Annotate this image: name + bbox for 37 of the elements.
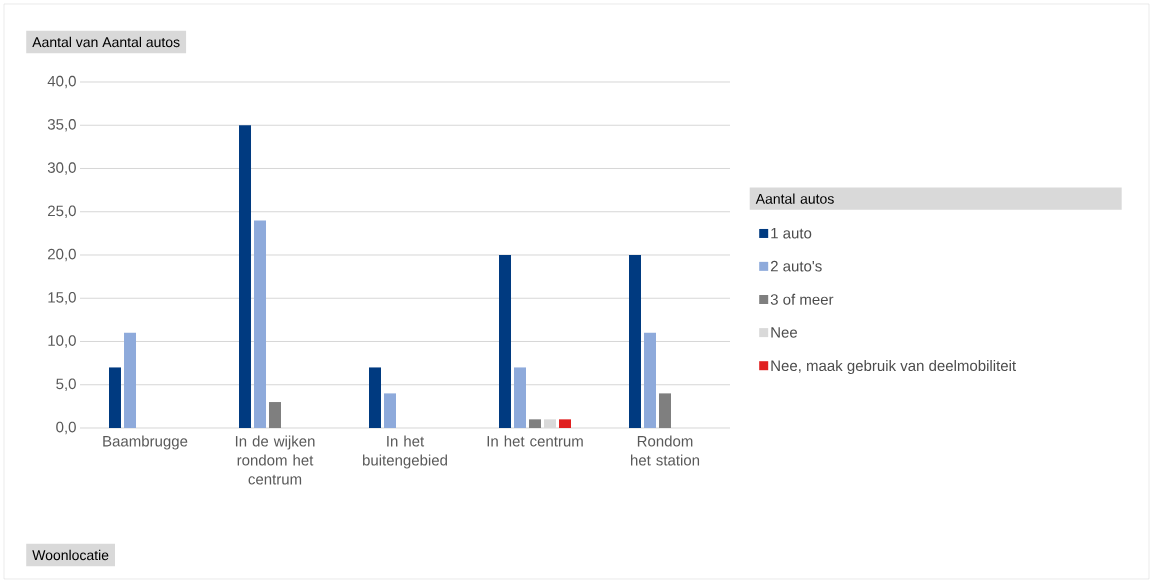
x-tick-label: In de wijken rondom het centrum [235,435,315,485]
x-tick-label: Baambrugge [103,435,188,450]
bar [109,367,122,428]
bar [659,393,671,428]
y-tick-label: 10,0 [48,335,76,348]
bar [124,332,137,428]
bar [269,402,282,428]
bar [384,393,397,428]
bar [544,419,556,428]
legend-label: 3 of meer [770,293,834,305]
y-tick-label: 0,0 [56,421,76,435]
legend-label: Nee [771,327,798,338]
legend-label: 1 auto [771,228,812,239]
y-tick-label: 25,0 [48,205,76,218]
legend-label: 2 auto's [770,260,822,272]
bar [644,332,656,428]
x-axis-title: Woonlocatie [32,549,109,561]
x-tick-label: Rondom het station [631,435,700,466]
y-tick-label: 30,0 [47,162,76,175]
chart-title: Aantal van Aantal autos [32,36,180,48]
y-tick-label: 5,0 [56,378,76,391]
x-tick-label: In het centrum [487,435,583,447]
y-tick-label: 35,0 [47,119,76,132]
bar [514,367,527,428]
bar [559,419,572,428]
bar [499,254,512,428]
legend-title: Aantal autos [755,193,834,204]
bar [239,125,252,428]
y-tick-label: 40,0 [47,75,76,89]
legend-label: Nee, maak gebruik van deelmobiliteit [771,360,1016,374]
y-tick-label: 15,0 [48,292,76,305]
bar [369,367,382,428]
x-tick-label: In het buitengebied [363,435,447,469]
y-tick-label: 20,0 [48,248,76,262]
bar [529,419,541,428]
bar [629,254,641,428]
bar [254,220,267,428]
